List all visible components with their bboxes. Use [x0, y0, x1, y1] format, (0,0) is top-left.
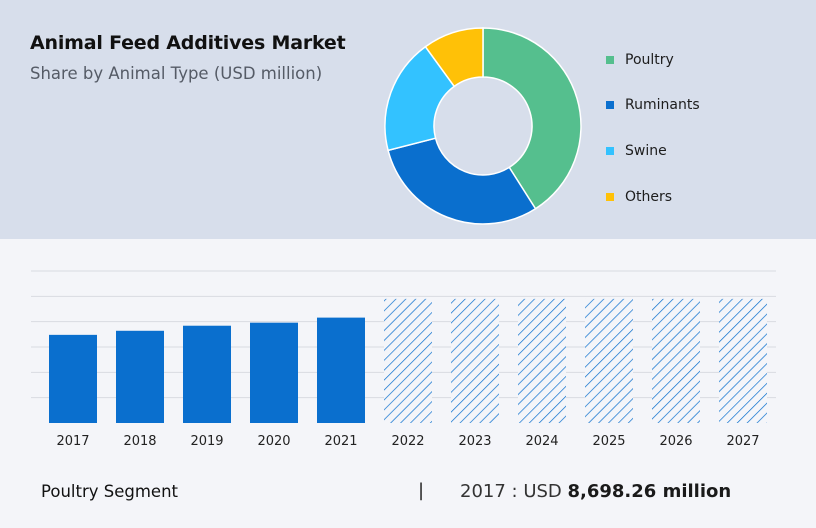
legend-swatch-ruminants: [606, 101, 614, 109]
forecast-bar-2027: [719, 298, 767, 423]
x-tick-label: 2017: [56, 434, 89, 449]
footer-value-amount: 8,698.26 million: [567, 481, 732, 502]
forecast-bar-2026: [652, 298, 700, 423]
legend-item-others: Others: [606, 187, 672, 207]
footer-segment-label: Poultry Segment: [41, 482, 179, 501]
x-tick-label: 2021: [324, 434, 357, 449]
footer-value: 2017 : USD 8,698.26 million: [460, 481, 731, 502]
bar-2019: [183, 325, 231, 423]
x-tick-label: 2019: [190, 434, 223, 449]
donut-slice-others: [424, 27, 484, 88]
legend-label-swine: Swine: [625, 143, 667, 159]
bar-2020: [250, 322, 298, 423]
legend-swatch-swine: [606, 147, 614, 155]
donut-chart: [384, 27, 582, 225]
x-tick-label: 2018: [123, 434, 156, 449]
legend-swatch-poultry: [606, 56, 614, 64]
bar-2017: [49, 334, 97, 423]
chart-subtitle: Share by Animal Type (USD million): [30, 64, 323, 83]
legend-swatch-others: [606, 193, 614, 201]
legend-item-poultry: Poultry: [606, 50, 674, 70]
forecast-bar-2022: [384, 298, 432, 423]
footer-divider: |: [418, 480, 425, 501]
footer-value-prefix: 2017 : USD: [460, 481, 568, 502]
donut-slice-poultry: [482, 27, 582, 210]
x-tick-label: 2024: [525, 434, 558, 449]
legend-label-ruminants: Ruminants: [625, 97, 700, 113]
donut-slice-ruminants: [387, 137, 537, 225]
bar-2021: [317, 317, 365, 423]
bar-chart: 2017 2018 2019 2020 2021 2022 2023 2024 2025 2026…: [31, 270, 776, 449]
x-tick-label: 2027: [726, 434, 759, 449]
x-tick-label: 2022: [391, 434, 424, 449]
chart-title: Animal Feed Additives Market: [30, 32, 346, 54]
legend-item-ruminants: Ruminants: [606, 95, 700, 115]
x-tick-label: 2023: [458, 434, 491, 449]
x-tick-label: 2026: [659, 434, 692, 449]
x-tick-label: 2020: [257, 434, 290, 449]
forecast-bar-2024: [518, 298, 566, 423]
forecast-bar-2025: [585, 298, 633, 423]
x-tick-label: 2025: [592, 434, 625, 449]
legend-label-others: Others: [625, 189, 673, 205]
legend-label-poultry: Poultry: [625, 52, 674, 68]
forecast-bar-2023: [451, 298, 499, 423]
legend-item-swine: Swine: [606, 141, 667, 161]
bar-2018: [116, 330, 164, 423]
